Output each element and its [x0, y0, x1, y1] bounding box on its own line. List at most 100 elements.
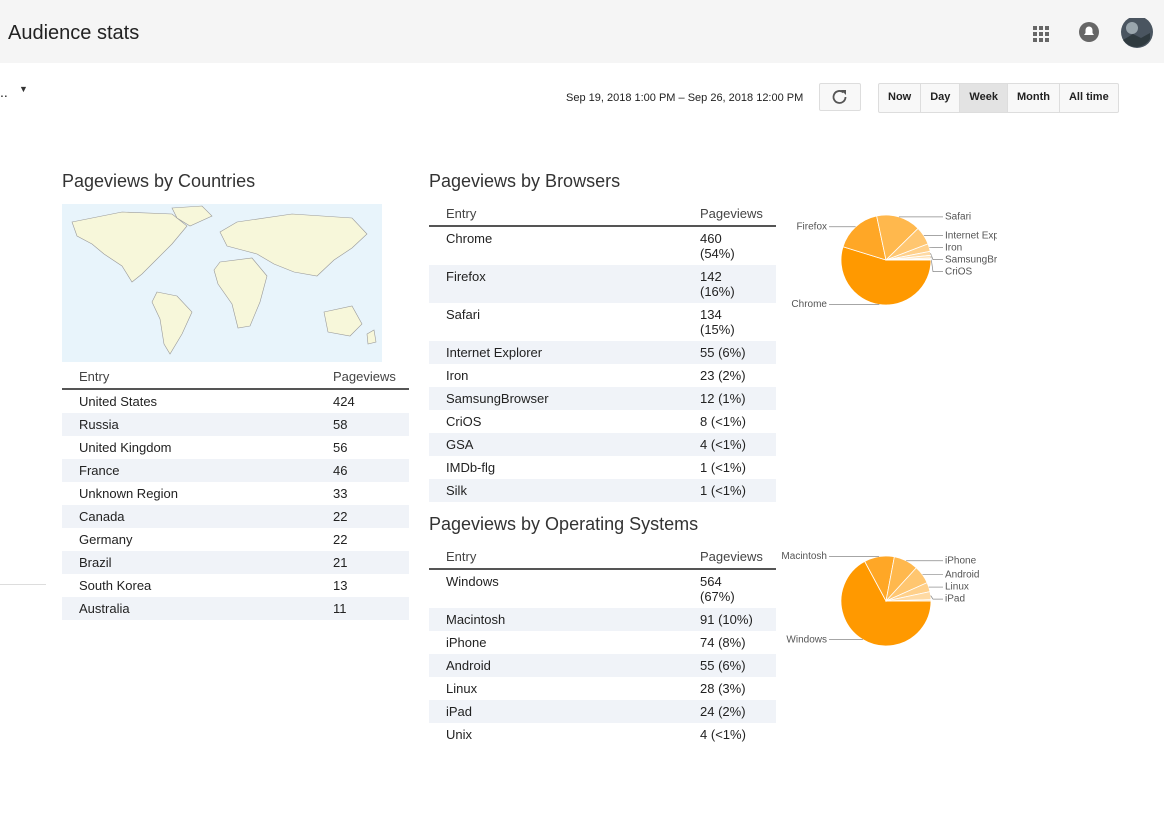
- dropdown-caret[interactable]: ▼: [19, 84, 28, 94]
- column-header: Entry: [446, 206, 477, 221]
- share: (2%): [718, 704, 746, 719]
- pageviews-cell: 564 (67%): [700, 574, 756, 604]
- pageviews-cell: 28 (3%): [700, 681, 756, 696]
- refresh-icon: [832, 90, 847, 104]
- pie-label: Safari: [945, 212, 971, 223]
- pageviews-cell: 91 (10%): [700, 612, 756, 627]
- page-title: Audience stats: [8, 22, 140, 44]
- pageviews-cell: 22: [333, 532, 389, 547]
- entry-cell: Android: [446, 658, 491, 673]
- pie-chart: Chrome Firefox Safari Internet ExplorerIron…: [791, 212, 997, 311]
- share: (16%): [700, 284, 735, 299]
- range-button[interactable]: Week: [959, 84, 1007, 112]
- pageviews: 33: [333, 486, 348, 501]
- pageviews-cell: 13: [333, 578, 389, 593]
- pie-label: Iron: [945, 242, 962, 253]
- pageviews: 46: [333, 463, 348, 478]
- pie-slice: [840, 560, 932, 647]
- entry-cell: IMDb-flg: [446, 460, 496, 475]
- table-row: SamsungBrowser 12 (1%): [429, 387, 776, 410]
- range-button[interactable]: Now: [888, 91, 912, 103]
- table-row: Macintosh 91 (10%): [429, 608, 776, 631]
- entry-cell: Germany: [79, 532, 133, 547]
- pageviews-cell: 56: [333, 440, 389, 455]
- pageviews: 460: [700, 231, 722, 246]
- pageviews: 23: [700, 368, 715, 383]
- share: (6%): [718, 658, 746, 673]
- pageviews: 28: [700, 681, 715, 696]
- share: (<1%): [710, 437, 746, 452]
- table-row: Brazil 21: [62, 551, 409, 574]
- entry-cell: CriOS: [446, 414, 482, 429]
- pageviews: 55: [700, 658, 715, 673]
- pageviews-cell: 424: [333, 394, 389, 409]
- entry-cell: iPad: [446, 704, 473, 719]
- pie-label: Linux: [945, 582, 969, 593]
- column-header: Pageviews: [700, 549, 763, 564]
- table-header: Entry Pageviews: [429, 546, 776, 570]
- notifications-icon[interactable]: [1079, 22, 1099, 42]
- range-button[interactable]: Day: [920, 84, 959, 112]
- pageviews-cell: 21: [333, 555, 389, 570]
- avatar[interactable]: [1121, 18, 1153, 48]
- pageviews: 22: [333, 532, 348, 547]
- table-row: Canada 22: [62, 505, 409, 528]
- pageviews-cell: 24 (2%): [700, 704, 756, 719]
- pie-label: Android: [945, 569, 979, 580]
- pageviews: 58: [333, 417, 348, 432]
- browsers-table: Entry Pageviews Chrome 460 (54%) Firefox 142 …: [429, 203, 776, 502]
- entry-cell: Canada: [79, 509, 125, 524]
- pageviews-cell: 11: [333, 601, 389, 616]
- apps-icon[interactable]: [1033, 26, 1049, 42]
- share: (3%): [718, 681, 746, 696]
- pageviews-cell: 8 (<1%): [700, 414, 756, 429]
- share: (2%): [718, 368, 746, 383]
- entry-cell: Linux: [446, 681, 478, 696]
- entry-cell: Australia: [79, 601, 130, 616]
- entry-cell: Firefox: [446, 269, 486, 284]
- pageviews-cell: 46: [333, 463, 389, 478]
- pageviews-cell: 55 (6%): [700, 658, 756, 673]
- entry-cell: Brazil: [79, 555, 112, 570]
- pageviews: 8: [700, 414, 708, 429]
- entry-cell: Safari: [446, 307, 480, 322]
- share: (<1%): [710, 460, 746, 475]
- table-row: iPad 24 (2%): [429, 700, 776, 723]
- entry-cell: United States: [79, 394, 158, 409]
- pie-label: Macintosh: [781, 551, 827, 562]
- pie-label: iPad: [945, 594, 965, 605]
- entry-cell: Russia: [79, 417, 119, 432]
- pageviews-cell: 134 (15%): [700, 307, 756, 337]
- entry-cell: Internet Explorer: [446, 345, 543, 360]
- pageviews: 1: [700, 460, 708, 475]
- pageviews: 56: [333, 440, 348, 455]
- pie-slice: [842, 215, 887, 261]
- table-row: United Kingdom 56: [62, 436, 409, 459]
- pageviews: 74: [700, 635, 715, 650]
- pageviews-cell: 142 (16%): [700, 269, 756, 299]
- pageviews: 13: [333, 578, 348, 593]
- pageviews-cell: 12 (1%): [700, 391, 756, 406]
- table-row: South Korea 13: [62, 574, 409, 597]
- column-header: Pageviews: [700, 206, 763, 221]
- share: (6%): [718, 345, 746, 360]
- pageviews-cell: 58: [333, 417, 389, 432]
- pageviews-cell: 22: [333, 509, 389, 524]
- pageviews-cell: 4 (<1%): [700, 727, 756, 742]
- pageviews-cell: 1 (<1%): [700, 460, 756, 475]
- pageviews-cell: 74 (8%): [700, 635, 756, 650]
- leader-line: [930, 595, 943, 600]
- range-selector: Now Day Week Month All time: [878, 83, 1119, 113]
- dropdown[interactable]: ..: [0, 84, 8, 100]
- pageviews-cell: 460 (54%): [700, 231, 756, 261]
- entry-cell: Iron: [446, 368, 469, 383]
- refresh-button[interactable]: [819, 83, 861, 111]
- table-row: Internet Explorer 55 (6%): [429, 341, 776, 364]
- range-button[interactable]: Month: [1006, 84, 1059, 112]
- table-row: Australia 11: [62, 597, 409, 620]
- pageviews: 134: [700, 307, 722, 322]
- range-button[interactable]: All time: [1058, 84, 1118, 112]
- leader-line: [930, 256, 943, 272]
- pie-label: iPhone: [945, 555, 977, 566]
